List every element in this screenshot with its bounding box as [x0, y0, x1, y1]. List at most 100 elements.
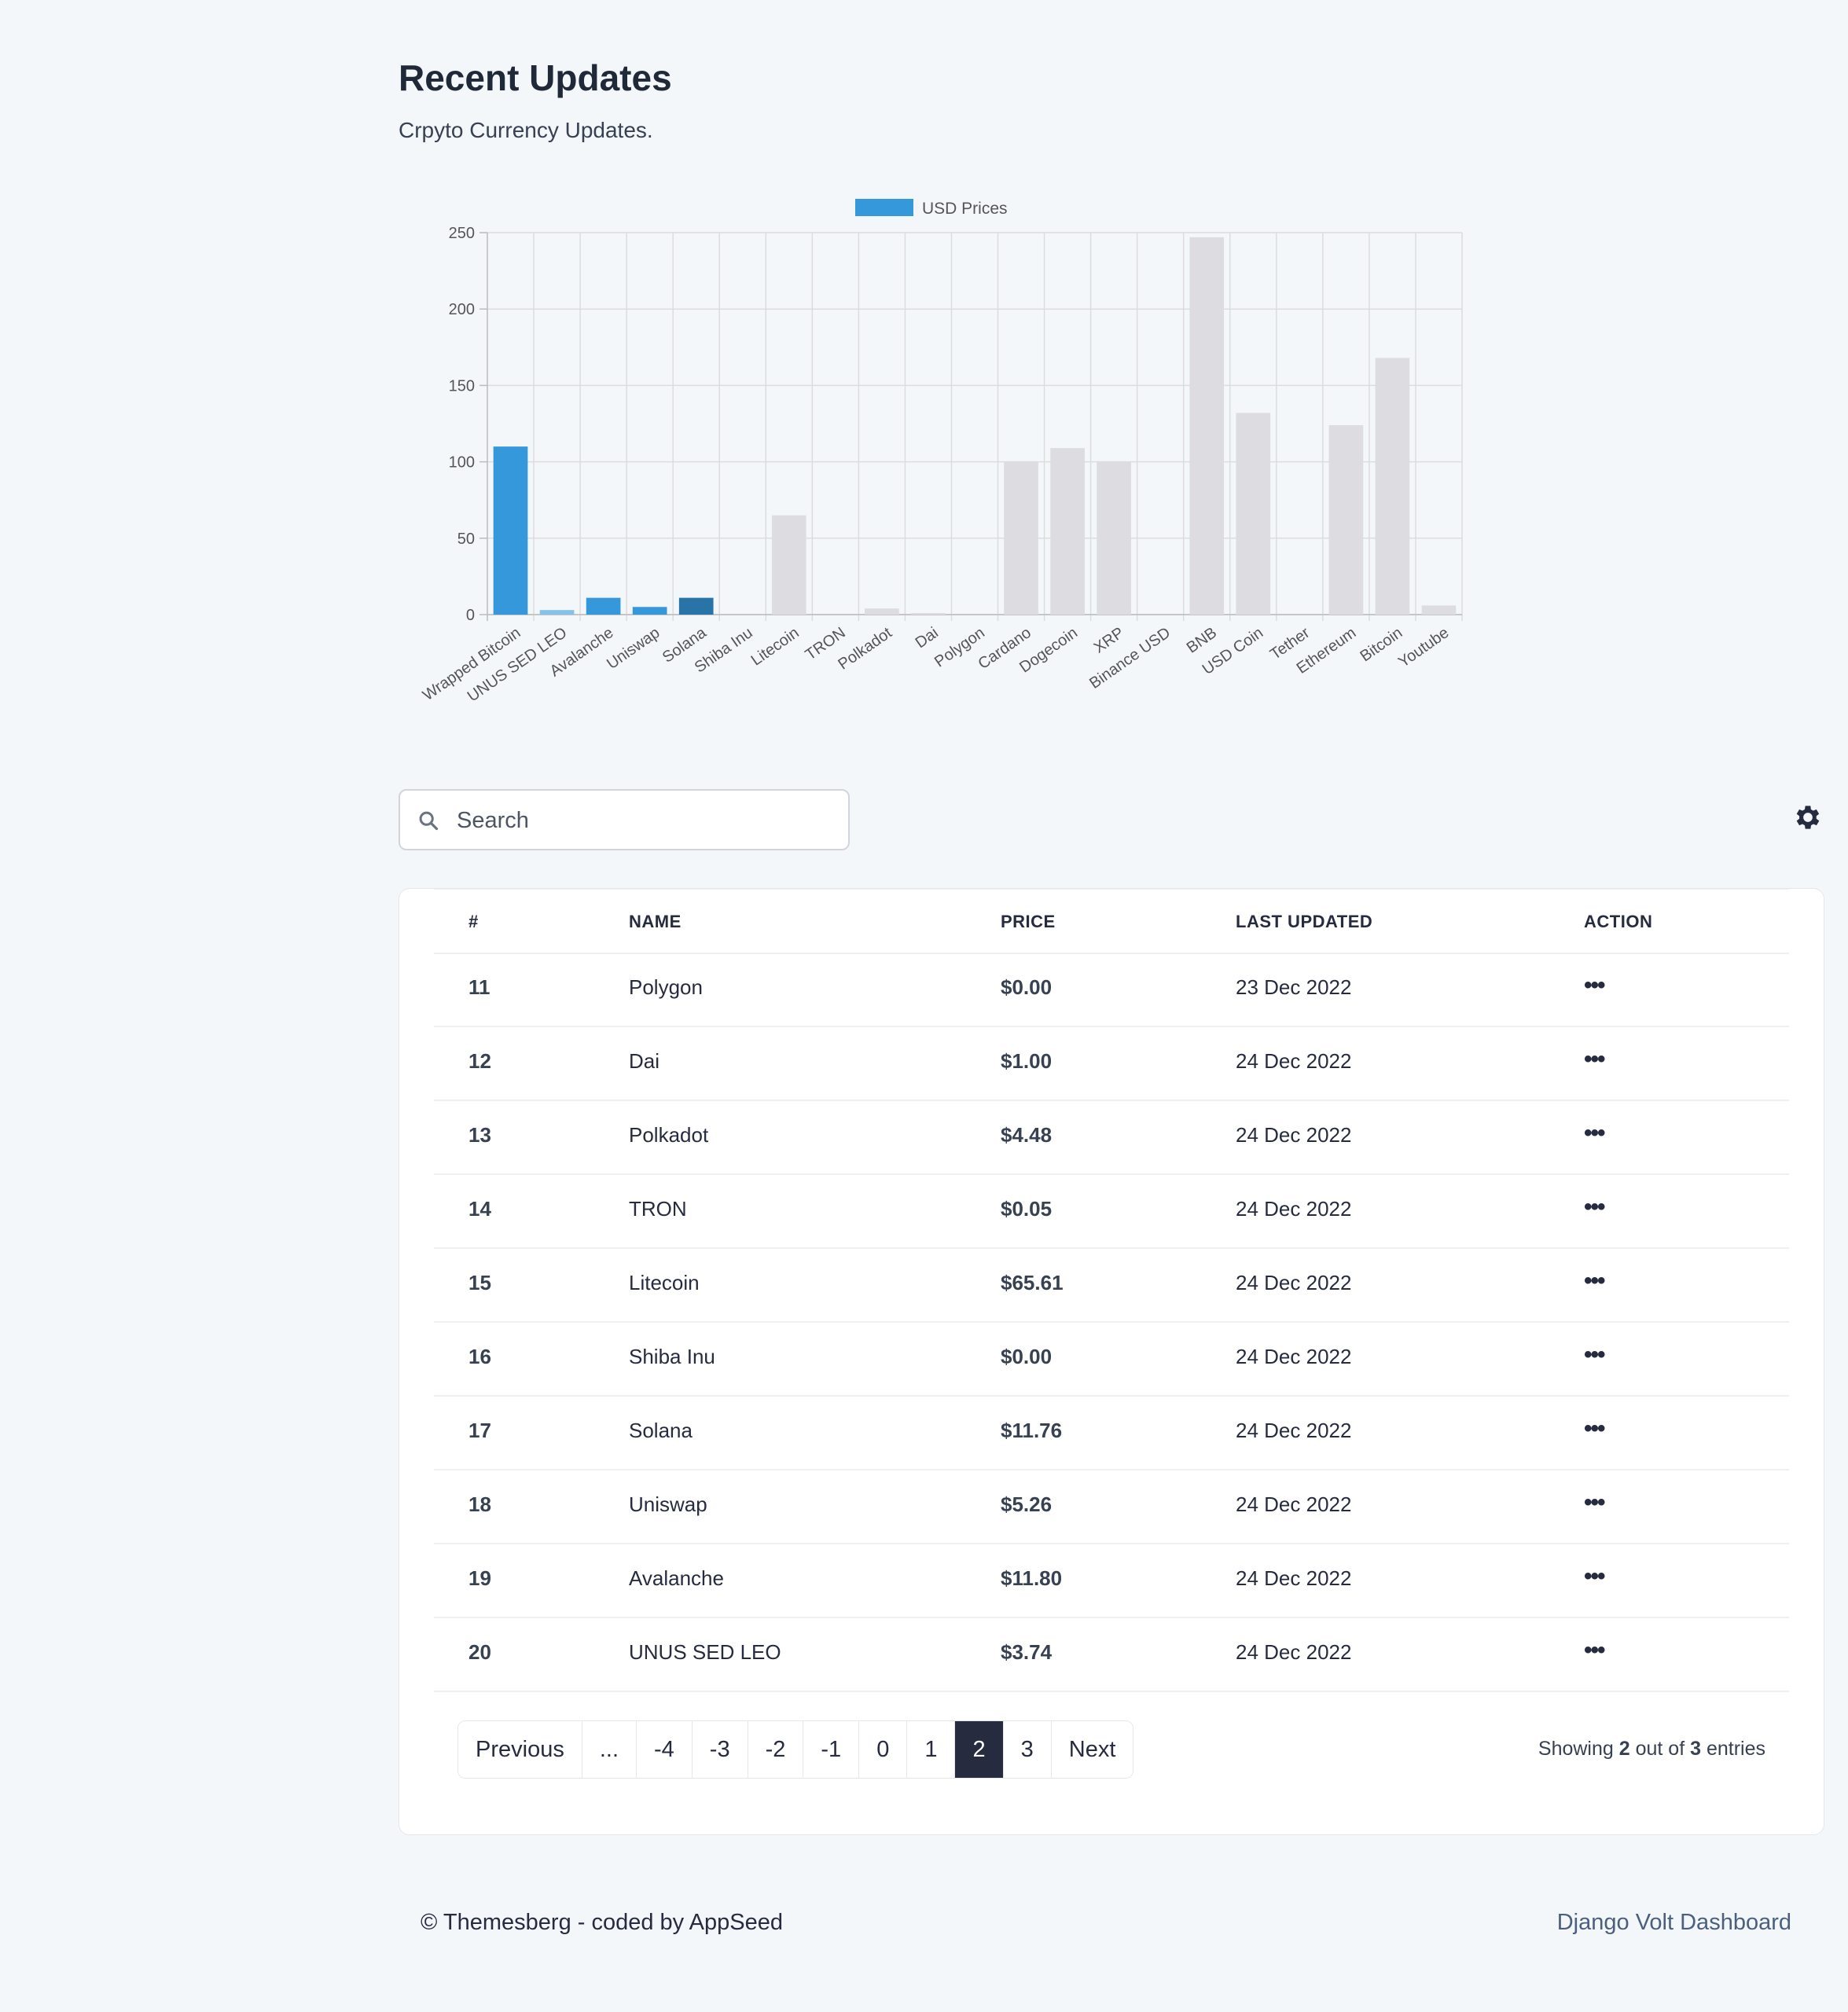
pagination-page[interactable]: -1	[803, 1721, 860, 1778]
row-price: $11.76	[1001, 1419, 1063, 1442]
row-last-updated: 24 Dec 2022	[1236, 1640, 1352, 1664]
x-tick-label: Polkadot	[835, 624, 895, 674]
row-price: $1.00	[1001, 1049, 1053, 1073]
pagination-page[interactable]: ...	[582, 1721, 637, 1778]
row-price: $0.00	[1001, 975, 1053, 999]
x-tick-label: Youtube	[1395, 624, 1452, 671]
more-dots-icon[interactable]: •••	[1584, 1120, 1605, 1146]
more-dots-icon[interactable]: •••	[1584, 1563, 1605, 1589]
row-name: Solana	[629, 1419, 693, 1442]
y-tick-label: 200	[449, 301, 475, 318]
row-name: Shiba Inu	[629, 1345, 715, 1368]
footer-product-link[interactable]: Django Volt Dashboard	[1556, 1910, 1791, 1935]
more-dots-icon[interactable]: •••	[1584, 1489, 1605, 1515]
bar-polkadot	[865, 608, 899, 615]
y-tick-label: 250	[449, 225, 475, 242]
more-dots-icon[interactable]: •••	[1584, 1268, 1605, 1294]
bar-uniswap	[632, 607, 667, 615]
gear-icon[interactable]	[1792, 802, 1824, 833]
row-name: Avalanche	[629, 1566, 724, 1590]
bar-xrp	[1097, 461, 1131, 615]
showing-suffix: entries	[1701, 1738, 1765, 1760]
bar-avalanche	[586, 597, 621, 615]
pagination-page[interactable]: 0	[859, 1721, 908, 1778]
showing-entries: Showing 2 out of 3 entries	[1538, 1738, 1765, 1760]
row-name: Polygon	[629, 975, 703, 999]
row-name: Uniswap	[629, 1492, 707, 1516]
search-icon	[419, 811, 439, 831]
x-tick-label: XRP	[1091, 624, 1127, 657]
table-row: 20 UNUS SED LEO $3.74 24 Dec 2022 •••	[434, 1617, 1789, 1692]
row-last-updated: 24 Dec 2022	[1236, 1123, 1352, 1147]
pagination-next[interactable]: Next	[1051, 1721, 1133, 1778]
header-num: #	[468, 912, 479, 931]
row-last-updated: 24 Dec 2022	[1236, 1345, 1352, 1368]
table-row: 13 Polkadot $4.48 24 Dec 2022 •••	[434, 1100, 1789, 1175]
showing-current: 2	[1618, 1738, 1630, 1760]
table-row: 11 Polygon $0.00 23 Dec 2022 •••	[434, 952, 1789, 1027]
x-tick-label: Binance USD	[1086, 624, 1174, 692]
pagination: Previous... -4 -3 -2 -1 0 1 2 3 Next	[457, 1720, 1134, 1779]
y-tick-label: 100	[449, 454, 475, 472]
legend-label: USD Prices	[922, 200, 1008, 218]
row-number: 17	[468, 1419, 491, 1442]
page-subtitle: Crpyto Currency Updates.	[399, 118, 653, 142]
footer-credit[interactable]: © Themesberg - coded by AppSeed	[421, 1910, 783, 1935]
y-tick-label: 150	[449, 377, 475, 395]
row-price: $5.26	[1001, 1492, 1053, 1516]
row-number: 11	[468, 975, 490, 999]
pagination-page[interactable]: 2	[955, 1721, 1004, 1778]
more-dots-icon[interactable]: •••	[1584, 972, 1605, 998]
search-input[interactable]	[455, 791, 836, 850]
pagination-page[interactable]: -2	[748, 1721, 804, 1778]
bar-usd-coin	[1236, 413, 1271, 615]
table-row: 14 TRON $0.05 24 Dec 2022 •••	[434, 1173, 1789, 1249]
pagination-page[interactable]: -4	[637, 1721, 693, 1778]
row-number: 19	[468, 1566, 491, 1590]
legend-swatch	[855, 199, 913, 216]
row-last-updated: 24 Dec 2022	[1236, 1492, 1352, 1516]
more-dots-icon[interactable]: •••	[1584, 1637, 1605, 1663]
row-name: Litecoin	[629, 1271, 700, 1294]
pagination-page[interactable]: -3	[692, 1721, 748, 1778]
row-last-updated: 24 Dec 2022	[1236, 1049, 1352, 1073]
x-tick-label: Litecoin	[748, 624, 803, 670]
bar-youtube	[1421, 605, 1457, 615]
bar-cardano	[1004, 461, 1038, 615]
row-name: Dai	[629, 1049, 660, 1073]
x-tick-label: Uniswap	[604, 624, 663, 673]
table-row: 19 Avalanche $11.80 24 Dec 2022 •••	[434, 1543, 1789, 1618]
bar-bnb	[1189, 237, 1225, 615]
more-dots-icon[interactable]: •••	[1584, 1194, 1605, 1220]
bar-unus-sed-leo	[539, 610, 575, 615]
pagination-page[interactable]: 3	[1003, 1721, 1052, 1778]
table-row: 15 Litecoin $65.61 24 Dec 2022 •••	[434, 1247, 1789, 1323]
table-header: # NAME PRICE LAST UPDATED ACTION	[434, 889, 1789, 954]
row-price: $65.61	[1001, 1271, 1064, 1294]
page-title: Recent Updates	[399, 57, 672, 98]
row-last-updated: 24 Dec 2022	[1236, 1419, 1352, 1442]
more-dots-icon[interactable]: •••	[1584, 1046, 1605, 1072]
row-price: $4.48	[1001, 1123, 1053, 1147]
row-name: UNUS SED LEO	[629, 1640, 781, 1664]
table-row: 12 Dai $1.00 24 Dec 2022 •••	[434, 1026, 1789, 1101]
header-last-updated: LAST UPDATED	[1236, 912, 1373, 931]
pagination-previous[interactable]: Previous	[458, 1721, 582, 1778]
row-number: 15	[468, 1271, 491, 1294]
row-last-updated: 24 Dec 2022	[1236, 1197, 1352, 1221]
row-number: 16	[468, 1345, 491, 1368]
search-box[interactable]	[399, 789, 850, 850]
showing-mid: out of	[1629, 1738, 1691, 1760]
header-name: NAME	[629, 912, 682, 931]
row-last-updated: 24 Dec 2022	[1236, 1566, 1352, 1590]
row-last-updated: 23 Dec 2022	[1236, 975, 1352, 999]
row-price: $0.05	[1001, 1197, 1053, 1221]
header-price: PRICE	[1001, 912, 1056, 931]
more-dots-icon[interactable]: •••	[1584, 1342, 1605, 1368]
row-number: 13	[468, 1123, 491, 1147]
pagination-page[interactable]: 1	[907, 1721, 956, 1778]
row-price: $0.00	[1001, 1345, 1053, 1368]
row-price: $11.80	[1001, 1566, 1063, 1590]
more-dots-icon[interactable]: •••	[1584, 1415, 1605, 1441]
